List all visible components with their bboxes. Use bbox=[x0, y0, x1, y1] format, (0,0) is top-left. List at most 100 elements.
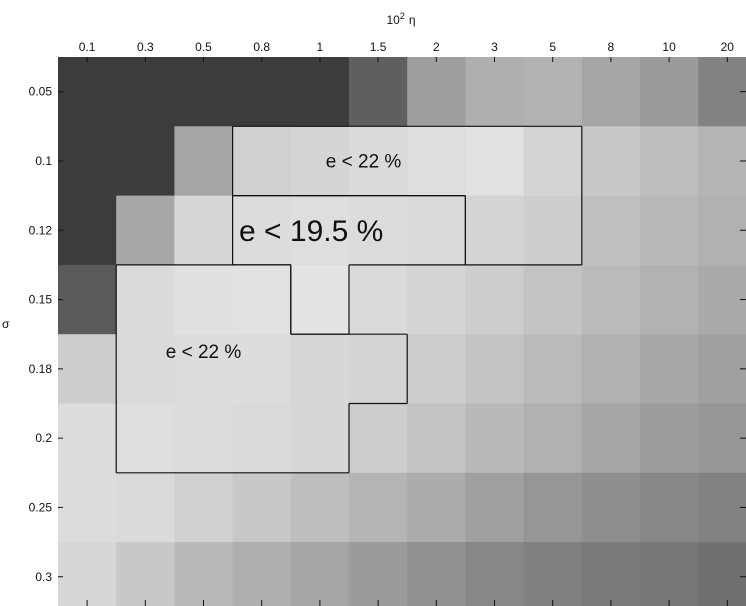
heatmap-cell bbox=[174, 264, 234, 335]
heatmap-cell bbox=[698, 542, 746, 606]
heatmap-cell bbox=[640, 195, 699, 266]
heatmap-cell bbox=[698, 334, 746, 405]
x-axis-title-base: 10 bbox=[386, 13, 400, 27]
x-tick-label: 0.1 bbox=[79, 40, 96, 54]
heatmap-cell bbox=[116, 195, 175, 266]
heatmap-cell bbox=[290, 195, 350, 266]
y-tick-label: 0.25 bbox=[29, 500, 53, 514]
heatmap-cell bbox=[407, 472, 466, 543]
heatmap-cell bbox=[349, 472, 408, 543]
contour-annotation: e < 19.5 % bbox=[239, 215, 383, 248]
contour-lines bbox=[115, 125, 583, 474]
y-tick-label: 0.15 bbox=[29, 293, 53, 307]
x-tick-label: 5 bbox=[549, 40, 556, 54]
heatmap-cell bbox=[640, 542, 699, 606]
y-tick-label: 0.05 bbox=[29, 85, 53, 99]
contour-outline bbox=[115, 264, 408, 474]
heatmap-cell bbox=[698, 126, 746, 197]
heatmap-cell bbox=[116, 542, 175, 606]
contour-annotation: e < 22 % bbox=[326, 152, 402, 173]
heatmap-cell bbox=[407, 264, 466, 335]
heatmap-cell bbox=[581, 57, 641, 127]
heatmap-cell bbox=[640, 334, 699, 405]
heatmap-cell bbox=[465, 195, 525, 266]
heatmap-cell bbox=[232, 542, 292, 606]
heatmap-cell bbox=[465, 57, 525, 127]
heatmap-cell bbox=[116, 472, 175, 543]
heatmap-cell bbox=[640, 264, 699, 335]
heatmap-cell bbox=[407, 542, 466, 606]
heatmap-cell bbox=[116, 334, 175, 405]
heatmap-cell bbox=[232, 472, 292, 543]
x-tick-label: 1 bbox=[317, 40, 324, 54]
heatmap-cell bbox=[698, 472, 746, 543]
heatmap-cell bbox=[232, 126, 292, 197]
heatmap-cell bbox=[581, 264, 641, 335]
heatmap-cell bbox=[349, 264, 408, 335]
heatmap-cell bbox=[523, 264, 583, 335]
x-tick-label: 1.5 bbox=[370, 40, 387, 54]
y-tick-label: 0.3 bbox=[35, 570, 52, 584]
heatmap-cell bbox=[349, 57, 408, 127]
heatmap-cell bbox=[174, 126, 234, 197]
heatmap-cell bbox=[290, 126, 350, 197]
heatmap-cell bbox=[407, 126, 466, 197]
contour-annotation: e < 22 % bbox=[166, 342, 242, 363]
heatmap-cell bbox=[174, 57, 234, 127]
heatmap-cell bbox=[465, 403, 525, 474]
heatmap-cell bbox=[523, 57, 583, 127]
heatmap-cell bbox=[290, 264, 350, 335]
heatmap-cell bbox=[698, 403, 746, 474]
heatmap-cell bbox=[116, 57, 175, 127]
heatmap-cell bbox=[174, 472, 234, 543]
heatmap-cell bbox=[174, 403, 234, 474]
heatmap-cells bbox=[58, 57, 746, 606]
heatmap-cell bbox=[581, 472, 641, 543]
heatmap-cell bbox=[232, 334, 292, 405]
heatmap-cell bbox=[174, 334, 234, 405]
heatmap-cell bbox=[407, 57, 466, 127]
heatmap-cell bbox=[407, 195, 466, 266]
x-axis-title: 102 η bbox=[386, 11, 415, 27]
heatmap-cell bbox=[232, 403, 292, 474]
x-axis-title-superscript: 2 bbox=[400, 11, 405, 21]
heatmap-cell bbox=[581, 126, 641, 197]
heatmap-cell bbox=[232, 264, 292, 335]
y-axis-ticks: 0.05 0.1 0.12 0.15 0.18 0.2 0.25 0.3 bbox=[29, 85, 746, 584]
heatmap-cell bbox=[523, 334, 583, 405]
heatmap-cell bbox=[407, 334, 466, 405]
heatmap-cell bbox=[523, 126, 583, 197]
heatmap-cell bbox=[58, 542, 117, 606]
x-tick-label: 0.5 bbox=[195, 40, 212, 54]
heatmap-cell bbox=[698, 264, 746, 335]
heatmap-cell bbox=[232, 57, 292, 127]
y-tick-label: 0.12 bbox=[29, 223, 53, 237]
heatmap-cell bbox=[290, 334, 350, 405]
heatmap-cell bbox=[581, 195, 641, 266]
heatmap-cell bbox=[349, 403, 408, 474]
x-tick-label: 0.8 bbox=[253, 40, 270, 54]
heatmap-cell bbox=[290, 472, 350, 543]
y-axis-title: σ bbox=[2, 317, 10, 331]
heatmap-cell bbox=[349, 195, 408, 266]
heatmap-cell bbox=[465, 334, 525, 405]
heatmap-cell bbox=[349, 334, 408, 405]
heatmap-cell bbox=[465, 264, 525, 335]
heatmap-cell bbox=[349, 126, 408, 197]
contour-outline bbox=[232, 125, 583, 266]
heatmap-cell bbox=[290, 542, 350, 606]
heatmap-cell bbox=[58, 264, 117, 335]
heatmap-cell bbox=[640, 403, 699, 474]
heatmap-cell bbox=[349, 542, 408, 606]
x-tick-label: 10 bbox=[662, 40, 676, 54]
heatmap-cell bbox=[58, 472, 117, 543]
x-axis-ticks: 0.1 0.3 0.5 0.8 1 1.5 2 3 5 8 10 20 bbox=[79, 40, 734, 606]
annotations: e < 22 % e < 19.5 % e < 22 % bbox=[166, 152, 402, 364]
heatmap-cell bbox=[523, 195, 583, 266]
heatmap-cell bbox=[698, 57, 746, 127]
heatmap-cell bbox=[523, 542, 583, 606]
heatmap-cell bbox=[290, 57, 350, 127]
heatmap-cell bbox=[465, 542, 525, 606]
heatmap-cell bbox=[581, 542, 641, 606]
